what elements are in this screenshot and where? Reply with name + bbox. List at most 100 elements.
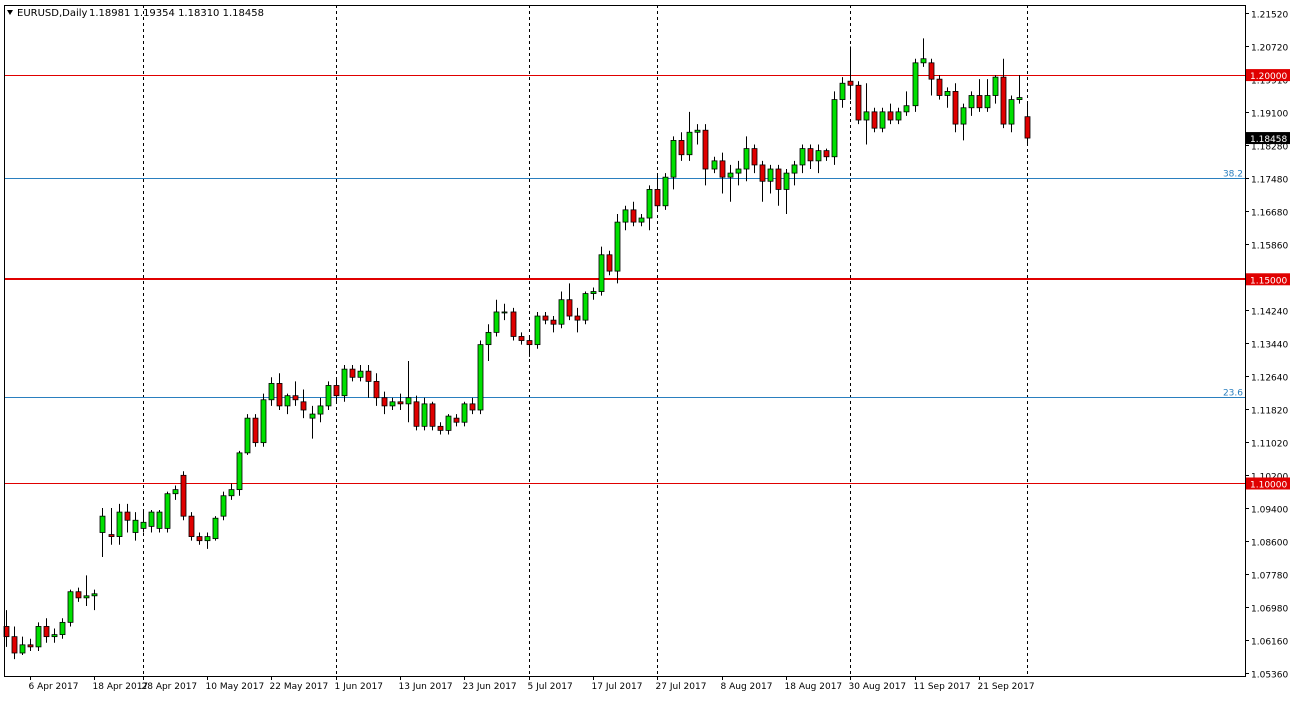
candle-body <box>501 311 508 314</box>
level-price-tag-label-1: 1.15000 <box>1250 276 1287 286</box>
candle-122 <box>984 79 991 112</box>
candle-49 <box>397 393 404 410</box>
candle-12 <box>99 508 106 558</box>
candle-body <box>606 254 613 272</box>
candle-7 <box>59 618 66 639</box>
candle-body <box>116 511 123 537</box>
candle-76 <box>614 213 621 284</box>
candle-85 <box>686 111 693 161</box>
candle-9 <box>75 587 82 602</box>
candle-37 <box>300 389 307 419</box>
candle-body <box>702 129 709 170</box>
candle-body <box>823 150 830 158</box>
y-tick-label-10: 1.13440 <box>1251 341 1288 351</box>
candle-body <box>236 452 243 491</box>
ohlc-readout: 1.18981 1.19354 1.18310 1.18458 <box>89 8 264 19</box>
candle-61 <box>493 299 500 337</box>
candle-13 <box>108 508 115 545</box>
candle-71 <box>574 307 581 333</box>
x-tick-label-3: 10 May 2017 <box>206 682 265 692</box>
candle-105 <box>847 46 854 100</box>
candle-body <box>598 254 605 292</box>
candle-64 <box>518 332 525 345</box>
candle-body <box>196 536 203 542</box>
fib-level-label-0: 38.2 <box>1223 170 1243 180</box>
candle-2 <box>19 636 26 656</box>
candle-112 <box>903 91 910 116</box>
x-tick-label-5: 1 Jun 2017 <box>335 682 383 692</box>
candle-body <box>582 293 589 321</box>
candle-body <box>453 417 460 423</box>
candle-123 <box>992 75 999 104</box>
y-tick-label-17: 1.07780 <box>1251 572 1288 582</box>
candle-6 <box>51 628 58 643</box>
candle-54 <box>437 422 444 435</box>
candle-35 <box>284 393 291 415</box>
candle-body <box>759 164 766 182</box>
dropdown-triangle-icon[interactable] <box>7 10 13 15</box>
candle-23 <box>188 512 195 541</box>
candle-body <box>445 415 452 431</box>
candle-body <box>646 189 653 219</box>
candle-body <box>260 399 267 444</box>
period-separators <box>143 5 1028 676</box>
candle-body <box>485 331 492 346</box>
candle-body <box>550 319 557 325</box>
y-tick-label-2: 1.19910 <box>1251 77 1288 87</box>
y-tick-label-5: 1.17480 <box>1251 176 1288 186</box>
candle-body <box>751 148 758 166</box>
candle-43 <box>349 365 356 382</box>
level-price-tag-label-0: 1.20000 <box>1250 72 1287 82</box>
candle-body <box>992 76 999 96</box>
candle-body <box>936 78 943 96</box>
candle-body <box>863 111 870 121</box>
candle-body <box>164 493 171 529</box>
candle-body <box>59 621 66 636</box>
candles <box>3 38 1031 660</box>
x-tick-label-15: 21 Sep 2017 <box>978 682 1035 692</box>
candle-126 <box>1016 75 1023 104</box>
candle-62 <box>501 303 508 321</box>
candle-101 <box>815 144 822 174</box>
candle-body <box>397 401 404 405</box>
candle-93 <box>751 144 758 174</box>
candle-67 <box>542 311 549 325</box>
candle-body <box>719 160 726 178</box>
candle-body <box>333 385 340 397</box>
candle-body <box>807 148 814 162</box>
candle-body <box>188 515 195 537</box>
candle-18 <box>148 510 155 533</box>
candle-body <box>815 150 822 162</box>
candle-body <box>156 511 163 529</box>
candle-body <box>132 519 139 533</box>
candle-body <box>83 595 90 599</box>
candle-body <box>140 521 147 529</box>
candle-53 <box>429 401 436 431</box>
x-tick-label-4: 22 May 2017 <box>270 682 329 692</box>
candle-body <box>341 368 348 397</box>
candle-body <box>928 62 935 80</box>
y-tick-label-16: 1.08600 <box>1251 539 1288 549</box>
candle-body <box>871 111 878 129</box>
x-tick-label-10: 27 Jul 2017 <box>656 682 707 692</box>
candle-46 <box>373 373 380 406</box>
candle-50 <box>405 360 412 423</box>
candle-body <box>228 489 235 497</box>
candle-body <box>879 111 886 129</box>
candle-body <box>437 425 444 431</box>
level-price-tag-1 <box>1246 273 1290 286</box>
candle-body <box>309 413 316 419</box>
candle-body <box>381 397 388 407</box>
candle-body <box>920 58 927 64</box>
candle-body <box>984 95 991 109</box>
candle-body <box>686 131 693 156</box>
candle-body <box>903 105 910 113</box>
candle-114 <box>920 38 927 67</box>
candle-body <box>735 168 742 174</box>
candle-45 <box>365 365 372 398</box>
candle-body <box>847 80 854 86</box>
candle-82 <box>662 173 669 210</box>
candle-91 <box>735 160 742 186</box>
candle-44 <box>357 365 364 382</box>
x-tick-label-11: 8 Aug 2017 <box>721 682 773 692</box>
